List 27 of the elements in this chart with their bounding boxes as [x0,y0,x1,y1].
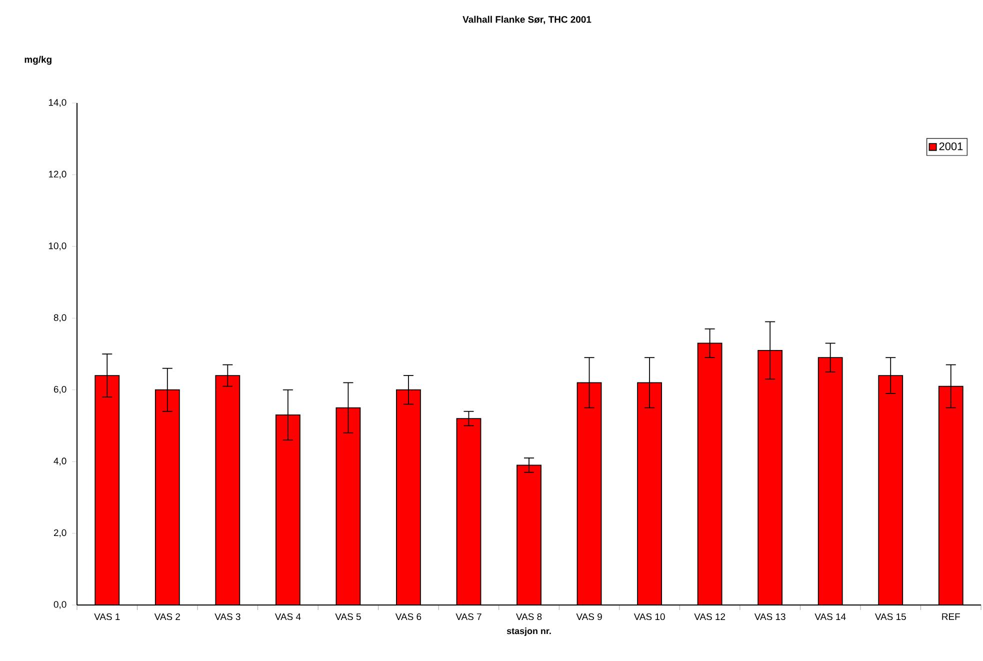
x-tick-label: VAS 4 [274,613,301,620]
x-tick-label: REF [942,613,960,620]
legend-label: 2001 [939,142,963,150]
y-tick-label: 2,0 [54,529,66,538]
x-tick-label: VAS 6 [395,613,422,620]
x-tick-label: VAS 14 [814,613,846,620]
y-tick-label: 12,0 [48,170,66,179]
y-axis-title: mg/kg [24,56,52,65]
y-tick-label: 8,0 [54,314,66,322]
x-axis-title: stasjon nr. [506,628,551,636]
x-tick-label: VAS 9 [576,613,602,620]
y-tick-label: 14,0 [48,99,66,107]
x-tick-label: VAS 12 [694,613,726,620]
x-tick-label: VAS 7 [456,613,482,620]
y-tick-label: 0,0 [54,601,66,609]
y-tick-label: 6,0 [54,386,66,394]
y-tick-label: 10,0 [48,242,66,250]
x-tick-label: VAS 1 [94,613,120,620]
x-tick-label: VAS 10 [634,613,665,620]
chart-title: Valhall Flanke Sør, THC 2001 [462,16,592,24]
x-tick-label: VAS 15 [874,613,906,620]
x-tick-label: VAS 13 [754,613,786,620]
x-tick-label: VAS 5 [335,613,361,620]
x-tick-label: VAS 2 [154,613,180,620]
x-tick-label: VAS 8 [516,613,542,620]
y-tick-label: 4,0 [54,458,66,466]
x-tick-label: VAS 3 [214,613,240,620]
